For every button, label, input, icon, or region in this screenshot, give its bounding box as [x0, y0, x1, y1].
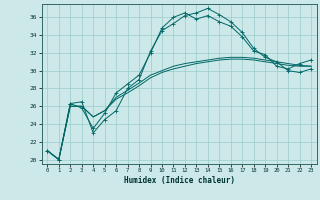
- X-axis label: Humidex (Indice chaleur): Humidex (Indice chaleur): [124, 176, 235, 185]
